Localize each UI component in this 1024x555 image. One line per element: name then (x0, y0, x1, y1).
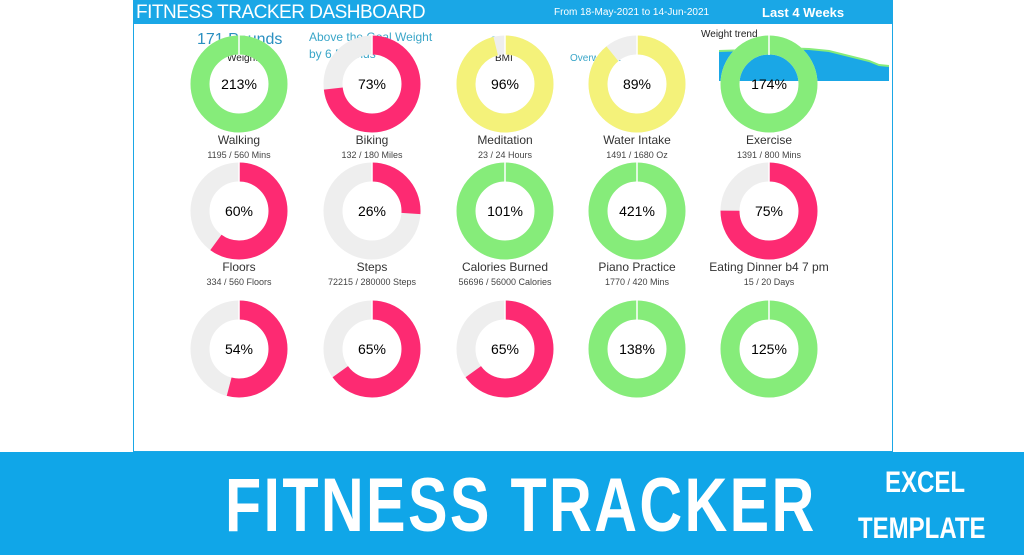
donut-chart (190, 35, 288, 133)
percent-text: 75% (754, 203, 784, 219)
bmi-status: Overweight (570, 53, 621, 64)
percent-text: 89% (622, 76, 652, 92)
metric-label: Floors (222, 260, 256, 274)
percent-text: 138% (619, 341, 655, 357)
metric-detail: 132 / 180 Miles (341, 150, 403, 160)
metric-detail: 23 / 24 Hours (477, 150, 533, 160)
promo-banner: FITNESS TRACKER EXCEL TEMPLATE (0, 452, 1024, 555)
banner-title: FITNESS TRACKER (225, 463, 817, 548)
donut-chart (720, 35, 818, 133)
percent-text: 125% (751, 341, 787, 357)
metric-label: Piano Practice (598, 260, 676, 274)
donut-chart (720, 162, 818, 260)
metric-label: Water Intake (603, 133, 671, 147)
metric-label: Biking (355, 133, 389, 147)
metric-detail: 334 / 560 Floors (206, 277, 272, 287)
bmi-label: BMI (495, 53, 513, 64)
progress-ring: 89% (587, 34, 687, 134)
progress-ring: 75% (719, 161, 819, 261)
donut-chart (456, 162, 554, 260)
progress-ring: 125% (719, 299, 819, 399)
progress-ring: 96% (455, 34, 555, 134)
progress-ring: 213% (189, 34, 289, 134)
metric-label: Meditation (477, 133, 533, 147)
metric-detail: 1491 / 1680 Oz (606, 150, 668, 160)
dashboard-panel: FITNESS TRACKER DASHBOARD From 18-May-20… (133, 0, 893, 452)
donut-chart (456, 300, 554, 398)
metric-detail: 56696 / 56000 Calories (458, 277, 552, 287)
donut-chart (323, 35, 421, 133)
banner-line-2: TEMPLATE (858, 512, 986, 545)
date-range: From 18-May-2021 to 14-Jun-2021 (554, 7, 710, 18)
percent-text: 65% (490, 341, 520, 357)
dashboard-title: FITNESS TRACKER DASHBOARD (136, 2, 426, 23)
banner-line-1: EXCEL (885, 466, 966, 499)
donut-chart (588, 35, 686, 133)
percent-text: 101% (487, 203, 523, 219)
progress-ring: 73% (322, 34, 422, 134)
progress-ring: 26% (322, 161, 422, 261)
percent-text: 60% (224, 203, 254, 219)
percent-text: 54% (224, 341, 254, 357)
metric-detail: 1195 / 560 Mins (207, 150, 271, 160)
percent-text: 421% (619, 203, 655, 219)
donut-chart (456, 35, 554, 133)
progress-ring: 138% (587, 299, 687, 399)
progress-ring: 60% (189, 161, 289, 261)
donut-chart (190, 300, 288, 398)
progress-ring: 65% (322, 299, 422, 399)
progress-ring: 421% (587, 161, 687, 261)
metric-detail: 1391 / 800 Mins (736, 150, 802, 160)
metric-detail: 72215 / 280000 Steps (327, 277, 417, 287)
percent-text: 96% (490, 76, 520, 92)
donut-chart (588, 300, 686, 398)
metric-label: Walking (217, 133, 261, 147)
metric-label: Calories Burned (461, 260, 549, 274)
period-selector[interactable]: Last 4 Weeks (762, 5, 845, 20)
donut-chart (190, 162, 288, 260)
donut-chart (720, 300, 818, 398)
donut-chart (588, 162, 686, 260)
donut-chart (323, 300, 421, 398)
percent-text: 73% (357, 76, 387, 92)
weight-trend-label: Weight trend (701, 29, 758, 40)
weight-label: Weight (227, 53, 258, 64)
progress-ring: 65% (455, 299, 555, 399)
metric-detail: 1770 / 420 Mins (604, 277, 670, 287)
header-bar: FITNESS TRACKER DASHBOARD From 18-May-20… (134, 1, 892, 24)
percent-text: 213% (221, 76, 257, 92)
metric-label: Eating Dinner b4 7 pm (709, 260, 829, 274)
progress-ring: 101% (455, 161, 555, 261)
progress-ring: 174% (719, 34, 819, 134)
metric-label: Steps (356, 260, 388, 274)
donut-chart (323, 162, 421, 260)
percent-text: 26% (357, 203, 387, 219)
metric-detail: 15 / 20 Days (743, 277, 795, 287)
percent-text: 65% (357, 341, 387, 357)
percent-text: 174% (751, 76, 787, 92)
metric-label: Exercise (745, 133, 792, 147)
progress-ring: 54% (189, 299, 289, 399)
